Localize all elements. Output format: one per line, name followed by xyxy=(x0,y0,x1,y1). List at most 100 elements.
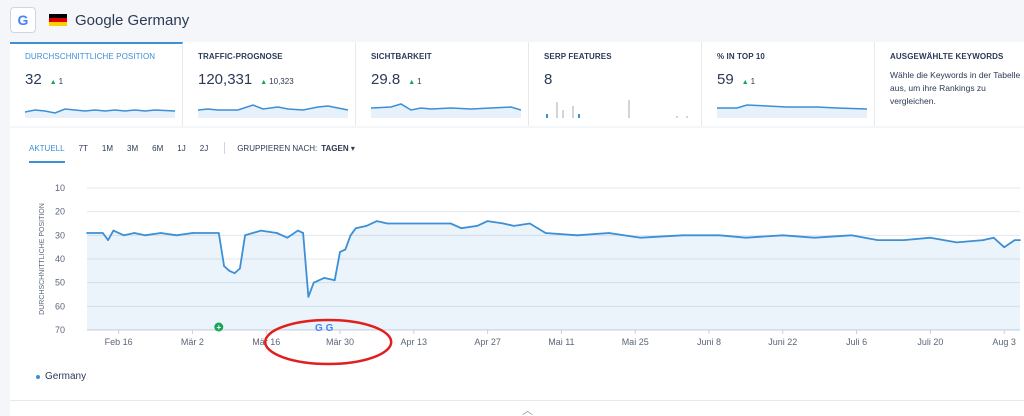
card-delta: ▲ 10,323 xyxy=(260,77,294,86)
y-tick-label: 10 xyxy=(55,183,65,193)
chart-panel: 10 20 30 40 50 60 70 DURCHSCHNITTLICHE POSITION… xyxy=(10,128,1024,416)
card-serp-features[interactable]: SERP FEATURES 8 xyxy=(529,42,702,126)
tab-current[interactable]: AKTUELL xyxy=(29,144,65,163)
x-tick-label: Juni 22 xyxy=(768,337,797,347)
sparkline xyxy=(371,103,521,118)
card-value: 32 xyxy=(25,71,42,88)
y-tick-label: 20 xyxy=(55,207,65,217)
card-label: SERP FEATURES xyxy=(544,52,612,61)
series-point xyxy=(244,234,246,237)
up-arrow-icon: ▲ xyxy=(741,79,749,86)
legend-dot-icon xyxy=(36,374,40,379)
sparkline xyxy=(717,104,867,118)
up-arrow-icon: ▲ xyxy=(260,79,268,86)
tab-1m[interactable]: 1M xyxy=(101,143,114,153)
legend[interactable]: Germany xyxy=(36,371,86,382)
google-update-icon: G xyxy=(326,323,334,334)
card-value: 29.8 xyxy=(371,71,401,88)
x-tick-label: Mär 30 xyxy=(326,337,354,347)
serp-bars xyxy=(546,100,688,118)
group-by-label: GRUPPIEREN NACH: xyxy=(237,143,318,153)
series-point xyxy=(102,232,104,234)
y-tick-label: 30 xyxy=(55,230,65,240)
series-point xyxy=(159,232,162,234)
chevron-down-icon: ▾ xyxy=(348,143,355,153)
sparkline xyxy=(198,104,348,118)
card-delta: ▲ 1 xyxy=(741,77,756,86)
series-point xyxy=(217,232,220,234)
y-tick-label: 60 xyxy=(55,301,65,311)
up-arrow-icon: ▲ xyxy=(408,79,416,86)
german-flag-icon xyxy=(49,14,67,26)
x-tick-label: Juli 6 xyxy=(846,337,867,347)
y-tick-label: 70 xyxy=(55,325,65,335)
series-point xyxy=(228,270,231,272)
card-label: AUSGEWÄHLTE KEYWORDS xyxy=(890,52,1004,61)
series-point xyxy=(312,281,315,284)
series-point xyxy=(955,241,958,244)
series-area xyxy=(87,221,1020,330)
series-point xyxy=(544,232,547,234)
series-point xyxy=(344,248,347,251)
card-value: 59 xyxy=(717,71,734,88)
tab-3m[interactable]: 3M xyxy=(127,143,139,153)
series-point xyxy=(513,225,515,227)
card-traffic-forecast[interactable]: TRAFFIC-PROGNOSE 120,331 ▲ 10,323 xyxy=(183,42,356,126)
card-value: 8 xyxy=(544,71,553,88)
series-point xyxy=(144,234,146,237)
google-update-icon: G xyxy=(315,323,323,334)
tab-1y[interactable]: 1J xyxy=(177,143,186,153)
series-point xyxy=(576,234,579,237)
series-point xyxy=(386,222,389,225)
y-tick-label: 50 xyxy=(55,278,65,288)
series-point xyxy=(876,239,879,241)
series-point xyxy=(903,239,905,241)
header: G Google Germany xyxy=(0,0,1024,40)
series-point xyxy=(486,220,489,222)
series-point xyxy=(745,236,747,239)
group-by-dropdown[interactable]: TAGEN ▾ xyxy=(321,143,355,153)
series-point xyxy=(1013,239,1016,241)
series-point xyxy=(365,225,368,227)
card-average-position[interactable]: DURCHSCHNITTLICHE POSITION 32 ▲ 1 xyxy=(10,42,183,126)
series-point xyxy=(982,239,984,241)
series-point xyxy=(339,251,341,253)
google-icon: G xyxy=(17,12,29,28)
card-label: TRAFFIC-PROGNOSE xyxy=(198,52,283,61)
series-point xyxy=(191,232,194,234)
series-point xyxy=(307,296,310,298)
card-delta: ▲ 1 xyxy=(408,77,422,86)
series-point xyxy=(239,267,241,270)
collapse-chevron-icon[interactable]: ︿ xyxy=(522,405,533,416)
series-point xyxy=(1003,246,1005,248)
series-point xyxy=(112,229,115,232)
sparkline xyxy=(25,108,175,118)
series-point xyxy=(233,272,236,274)
series-point xyxy=(260,229,262,232)
series-point xyxy=(175,234,178,237)
tab-2y[interactable]: 2J xyxy=(199,143,209,153)
series-point xyxy=(528,222,531,225)
series-point xyxy=(107,239,109,241)
series-point xyxy=(223,265,225,267)
plus-glyph: + xyxy=(216,323,221,332)
tab-6m[interactable]: 6M xyxy=(152,143,164,153)
tab-7d[interactable]: 7T xyxy=(78,143,88,153)
series-point xyxy=(681,234,684,237)
series-point xyxy=(639,236,642,239)
card-selected-keywords: AUSGEWÄHLTE KEYWORDS Wähle die Keywords … xyxy=(875,42,1024,126)
series-point xyxy=(502,222,505,225)
series-point xyxy=(297,229,299,232)
y-tick-label: 40 xyxy=(55,254,65,264)
divider xyxy=(10,400,1024,401)
plus-marker-icon xyxy=(214,322,224,332)
card-visibility[interactable]: SICHTBARKEIT 29.8 ▲ 1 xyxy=(356,42,529,126)
card-hint: Wähle die Keywords in der Tabelle aus, u… xyxy=(890,70,1021,106)
series-point xyxy=(355,227,357,230)
series-point xyxy=(286,236,289,239)
series-point xyxy=(1019,239,1021,241)
series-point xyxy=(476,225,478,227)
google-engine-button[interactable]: G xyxy=(10,7,36,33)
card-top10[interactable]: % IN TOP 10 59 ▲ 1 xyxy=(702,42,875,126)
position-chart: 10 20 30 40 50 60 70 DURCHSCHNITTLICHE POSITION… xyxy=(39,183,1021,366)
